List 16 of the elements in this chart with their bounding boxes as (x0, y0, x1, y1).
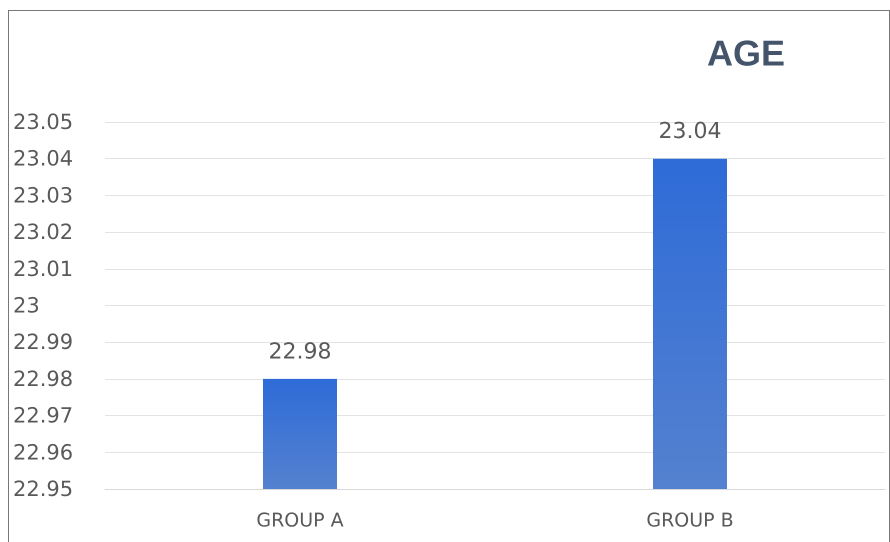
chart-title: AGE (706, 32, 786, 74)
y-tick-label: 22.99 (13, 330, 74, 354)
x-tick-label: GROUP A (256, 510, 344, 532)
y-tick-label: 23.02 (13, 220, 74, 244)
y-tick-label: 23.03 (13, 183, 74, 208)
x-tick-label: GROUP B (646, 510, 734, 532)
y-tick-label: 22.98 (13, 366, 74, 391)
y-tick-label: 23.04 (13, 146, 74, 171)
y-tick-label: 23.01 (13, 256, 74, 281)
y-tick-label: 22.95 (13, 477, 74, 501)
data-label: 23.04 (658, 119, 722, 144)
y-tick-label: 22.97 (13, 404, 74, 428)
y-tick-label: 23.05 (13, 110, 74, 134)
y-tick-label: 23 (13, 294, 40, 318)
data-label: 22.98 (268, 339, 332, 364)
y-tick-label: 22.96 (13, 440, 74, 464)
